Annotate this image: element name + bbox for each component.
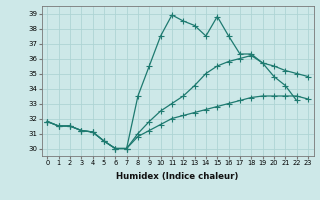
X-axis label: Humidex (Indice chaleur): Humidex (Indice chaleur) — [116, 172, 239, 181]
